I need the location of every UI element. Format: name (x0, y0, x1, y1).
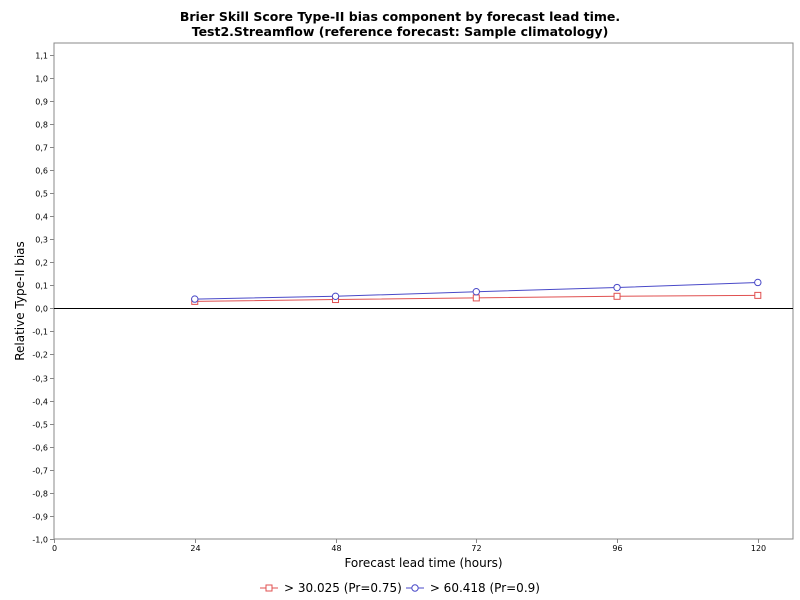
y-tick-label: 0,2 (35, 259, 48, 268)
legend-item-1: > 30.025 (Pr=0.75) (260, 581, 402, 595)
legend: > 30.025 (Pr=0.75) > 60.418 (Pr=0.9) (0, 581, 800, 596)
y-tick-label: -1,0 (32, 536, 48, 545)
y-tick-label: 0,9 (35, 98, 48, 107)
y-tick-label: -0,2 (32, 351, 48, 360)
x-tick-label: 120 (751, 544, 766, 553)
y-tick-label: 0,0 (35, 305, 48, 314)
y-tick-label: 0,5 (35, 190, 48, 199)
chart-title-line2: Test2.Streamflow (reference forecast: Sa… (191, 24, 609, 39)
x-tick-label: 0 (52, 544, 57, 553)
data-point (754, 278, 762, 287)
circle-marker-icon (405, 584, 424, 592)
x-tick-label: 24 (190, 544, 200, 553)
data-point (191, 295, 199, 303)
y-tick-label: 1,1 (35, 52, 48, 61)
data-point (472, 287, 480, 296)
y-tick-label: 0,7 (35, 144, 48, 153)
data-point (754, 291, 762, 299)
x-axis-title: Forecast lead time (hours) (344, 556, 502, 570)
chart-title-line1: Brier Skill Score Type-II bias component… (179, 9, 621, 24)
data-point (613, 283, 621, 292)
y-tick-label: 0,6 (35, 167, 48, 176)
x-tick-label: 96 (612, 544, 622, 553)
y-tick-label: -0,5 (32, 421, 48, 430)
y-tick-label: -0,7 (32, 467, 48, 476)
y-tick-label: -0,8 (32, 490, 48, 499)
data-point (331, 292, 340, 301)
y-tick-label: 1,0 (35, 75, 48, 84)
x-tick-label: 72 (471, 544, 481, 553)
y-tick-label: -0,6 (32, 444, 48, 453)
y-tick-label: -0,1 (32, 328, 48, 337)
plot-frame (53, 42, 794, 540)
square-marker-icon (260, 584, 279, 592)
y-tick-label: 0,3 (35, 236, 48, 245)
legend-item-2: > 60.418 (Pr=0.9) (405, 581, 540, 595)
legend-label: > 60.418 (Pr=0.9) (429, 581, 540, 595)
series-2 (191, 278, 762, 303)
chart-title: Brier Skill Score Type-II bias component… (0, 9, 800, 39)
y-tick-label: -0,9 (32, 513, 48, 522)
y-tick-label: 0,8 (35, 121, 48, 130)
x-tick-label: 48 (331, 544, 341, 553)
data-point (472, 294, 480, 302)
y-axis-title: Relative Type-II bias (13, 241, 27, 361)
y-tick-label: 0,4 (35, 213, 48, 222)
y-tick-label: 0,1 (35, 282, 48, 291)
data-point (613, 292, 621, 300)
y-tick-label: -0,4 (32, 398, 48, 407)
y-tick-label: -0,3 (32, 375, 48, 384)
legend-label: > 30.025 (Pr=0.75) (284, 581, 402, 595)
